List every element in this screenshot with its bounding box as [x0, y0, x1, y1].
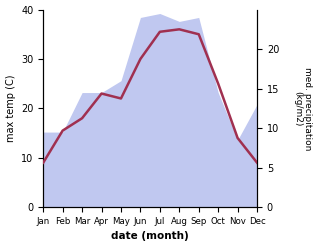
X-axis label: date (month): date (month) [111, 231, 189, 242]
Y-axis label: med. precipitation
(kg/m2): med. precipitation (kg/m2) [293, 67, 313, 150]
Y-axis label: max temp (C): max temp (C) [5, 75, 16, 142]
